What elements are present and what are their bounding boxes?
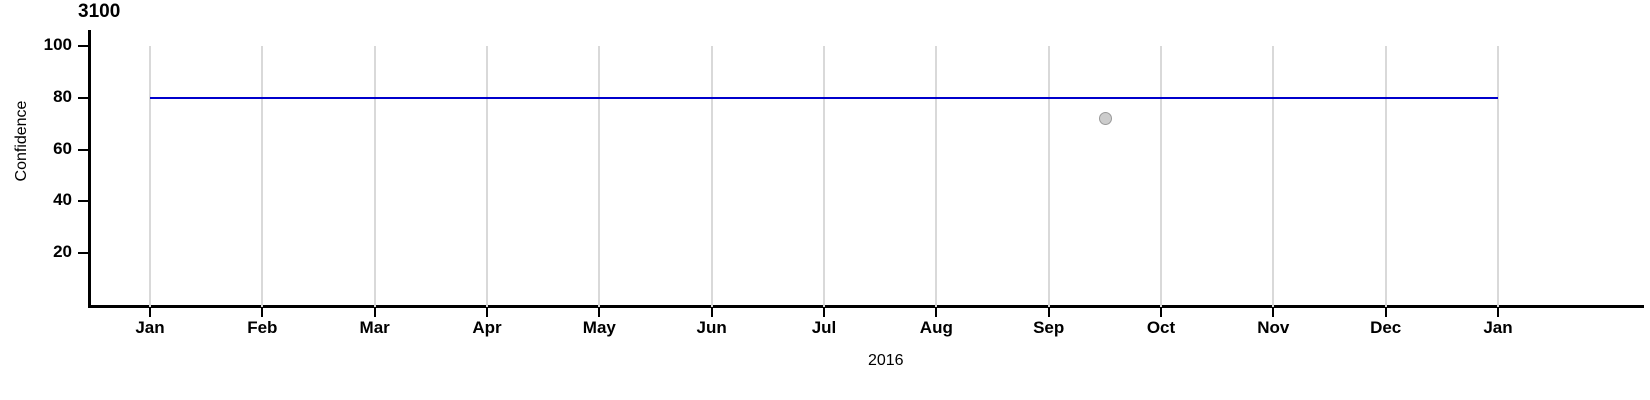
y-tick-label-4: 20: [53, 242, 72, 261]
x-axis-title: 2016: [867, 352, 904, 369]
x-tick-label-12: Jan: [1483, 318, 1513, 337]
y-tick-label-0: 100: [43, 35, 72, 54]
gridline-apr-3: [486, 46, 488, 307]
x-tick-mark-0: [149, 308, 151, 317]
x-tick-mark-11: [1384, 308, 1387, 317]
x-tick-mark-2: [373, 308, 376, 317]
y-tick-mark-0: [78, 45, 88, 47]
x-tick-label-11: Dec: [1370, 318, 1402, 337]
x-tick-mark-6: [823, 308, 825, 317]
gridline-dec-11: [1384, 46, 1387, 307]
y-tick-mark-1: [78, 96, 88, 99]
gridline-jan-0: [149, 46, 151, 307]
x-tick-label-1: Feb: [247, 318, 278, 337]
gridline-nov-10: [1272, 46, 1275, 307]
y-axis-line: [88, 30, 91, 308]
gridline-jan-12: [1497, 46, 1499, 307]
gridline-sep-8: [1047, 46, 1050, 307]
y-tick-label-2: 60: [53, 138, 72, 158]
x-tick-mark-7: [935, 308, 938, 317]
x-tick-label-5: Jun: [696, 318, 727, 337]
x-tick-label-2: Mar: [359, 318, 390, 337]
y-tick-mark-3: [78, 200, 88, 203]
gridline-may-4: [598, 46, 601, 307]
x-tick-mark-3: [486, 308, 488, 317]
x-tick-mark-10: [1272, 308, 1275, 317]
x-tick-mark-9: [1160, 308, 1162, 317]
y-tick-label-1: 80: [53, 86, 72, 106]
x-tick-mark-4: [598, 308, 601, 317]
x-axis-line: [88, 305, 1644, 308]
x-tick-mark-1: [261, 308, 264, 317]
x-tick-label-6: Jul: [811, 318, 837, 337]
y-tick-mark-4: [78, 252, 88, 254]
x-tick-mark-5: [710, 308, 713, 317]
gridline-jun-5: [710, 46, 713, 307]
x-tick-label-3: Apr: [472, 318, 502, 337]
gridline-oct-9: [1160, 46, 1162, 307]
y-tick-label-3: 40: [53, 190, 72, 210]
x-tick-label-9: Oct: [1146, 318, 1176, 337]
x-tick-label-4: May: [582, 318, 616, 337]
gridline-jul-6: [823, 46, 825, 307]
x-tick-label-0: Jan: [135, 318, 165, 337]
gridline-mar-2: [373, 46, 376, 307]
x-tick-label-8: Sep: [1033, 318, 1065, 337]
gridline-feb-1: [261, 46, 264, 307]
x-tick-mark-8: [1047, 308, 1050, 317]
x-tick-label-7: Aug: [919, 318, 953, 337]
x-tick-label-10: Nov: [1257, 318, 1290, 337]
threshold-line: [150, 96, 1498, 99]
x-tick-mark-12: [1497, 308, 1499, 317]
y-tick-mark-2: [78, 148, 88, 151]
gridline-aug-7: [935, 46, 938, 307]
data-point-0[interactable]: [1098, 112, 1112, 126]
chart-title: 3100: [78, 1, 121, 22]
